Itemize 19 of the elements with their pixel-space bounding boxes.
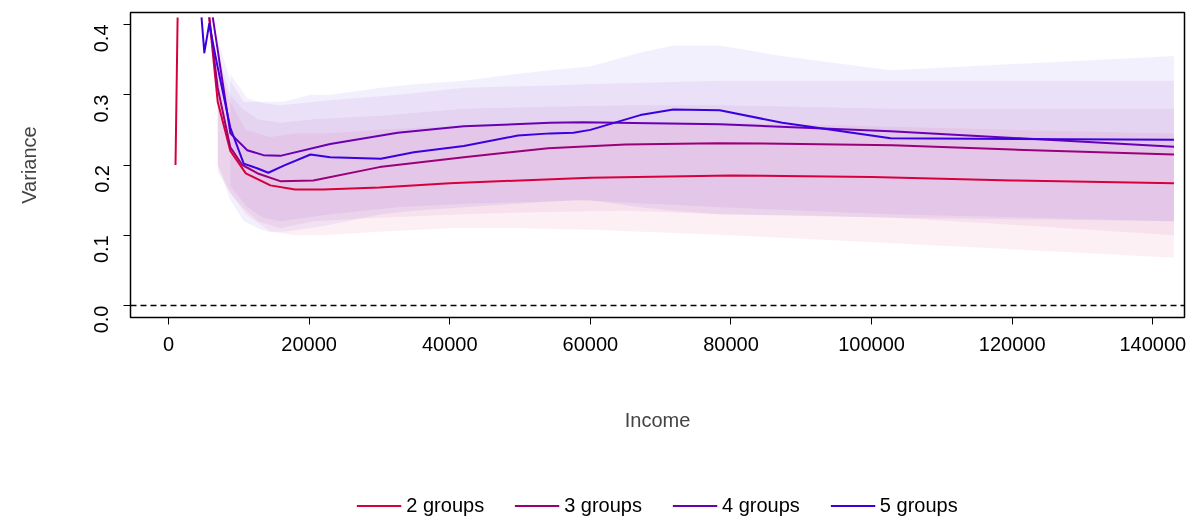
y-tick-label: 0.4 [90, 24, 113, 53]
x-tick-label: 60000 [562, 332, 619, 355]
y-axis-title: Variance [17, 126, 40, 204]
x-tick-label: 140000 [1119, 332, 1187, 355]
x-tick-label: 0 [162, 332, 175, 355]
y-tick-label: 0.0 [90, 305, 113, 334]
x-tick-label: 40000 [421, 332, 478, 355]
x-tick-label: 100000 [838, 332, 905, 355]
y-tick-label: 0.3 [90, 94, 113, 123]
x-tick-label: 80000 [703, 332, 759, 355]
legend-label: 4 groups [722, 493, 800, 517]
y-tick-label: 0.1 [90, 235, 113, 264]
legend-label: 5 groups [879, 493, 958, 517]
y-tick-label: 0.2 [90, 164, 113, 193]
x-axis-title: Income [624, 408, 691, 431]
x-tick-label: 20000 [281, 332, 337, 355]
legend-label: 3 groups [564, 493, 642, 517]
x-tick-label: 120000 [978, 332, 1046, 355]
legend-label: 2 groups [406, 493, 485, 517]
